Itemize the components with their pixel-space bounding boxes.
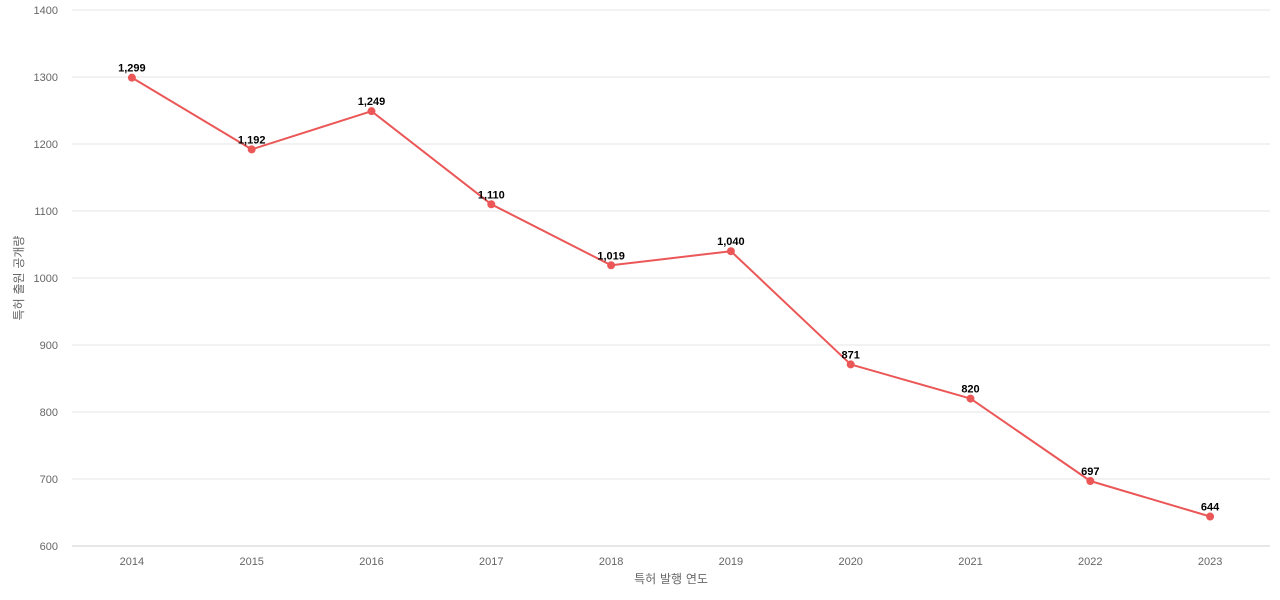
- x-axis-title: 특허 발행 연도: [634, 571, 708, 586]
- y-tick-label: 700: [40, 474, 58, 486]
- x-tick-label: 2019: [719, 556, 743, 568]
- data-label: 697: [1081, 466, 1099, 478]
- series-line: [131, 76, 1211, 518]
- y-tick-label: 800: [40, 407, 58, 419]
- y-tick-label: 600: [40, 541, 58, 553]
- data-point[interactable]: [1086, 477, 1095, 486]
- data-point[interactable]: [607, 261, 616, 270]
- y-tick-label: 1200: [34, 139, 58, 151]
- y-axis-ticks: 600 700 800 900 1000 1100 1200 1300 1400: [34, 5, 58, 553]
- data-label: 820: [961, 384, 979, 396]
- y-tick-label: 1000: [34, 273, 58, 285]
- data-label: 1,299: [118, 63, 146, 75]
- x-tick-label: 2016: [359, 556, 383, 568]
- x-tick-label: 2021: [958, 556, 982, 568]
- data-point[interactable]: [966, 394, 975, 403]
- data-point[interactable]: [846, 360, 855, 369]
- data-point[interactable]: [487, 200, 496, 209]
- data-point[interactable]: [1206, 512, 1215, 521]
- series-group: [127, 73, 1215, 521]
- y-tick-label: 1300: [34, 72, 58, 84]
- data-label: 644: [1201, 502, 1220, 514]
- data-label: 1,192: [238, 134, 266, 146]
- y-axis-title: 특허 출원 공개량: [12, 236, 26, 321]
- x-tick-label: 2017: [479, 556, 503, 568]
- y-tick-label: 900: [40, 340, 58, 352]
- data-label: 871: [842, 349, 860, 361]
- data-labels: 1,299 1,192 1,249 1,110 1,019 1,040 871 820 697 6…: [118, 63, 1220, 514]
- x-axis-ticks: 2014 2015 2016 2017 2018 2019 2020 2021 2022 2023: [120, 556, 1223, 568]
- data-point[interactable]: [127, 73, 136, 82]
- data-point[interactable]: [247, 145, 256, 154]
- x-tick-label: 2023: [1198, 556, 1222, 568]
- data-label: 1,040: [717, 236, 745, 248]
- x-tick-label: 2018: [599, 556, 623, 568]
- data-point[interactable]: [726, 247, 735, 256]
- data-label: 1,249: [358, 96, 386, 108]
- data-label: 1,110: [478, 189, 505, 201]
- y-tick-label: 1400: [34, 5, 58, 17]
- x-tick-label: 2014: [120, 556, 144, 568]
- data-label: 1,019: [597, 250, 625, 262]
- y-tick-label: 1100: [34, 206, 58, 218]
- data-point[interactable]: [367, 107, 376, 116]
- x-tick-label: 2022: [1078, 556, 1102, 568]
- x-tick-label: 2020: [838, 556, 862, 568]
- x-tick-label: 2015: [239, 556, 263, 568]
